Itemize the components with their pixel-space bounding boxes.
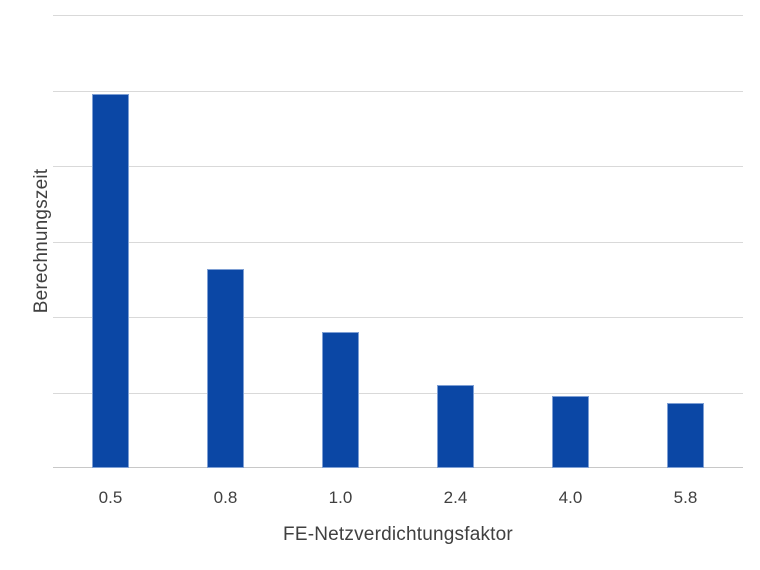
y-gridline xyxy=(53,393,743,394)
bar-1.0 xyxy=(322,332,359,468)
y-gridline xyxy=(53,15,743,16)
y-gridline xyxy=(53,242,743,243)
bar-5.8 xyxy=(667,403,704,468)
plot-area xyxy=(53,15,743,468)
y-gridline xyxy=(53,91,743,92)
x-tick-label-0.5: 0.5 xyxy=(98,488,123,507)
x-tick-label-0.8: 0.8 xyxy=(213,488,238,507)
x-tick-label-1.0: 1.0 xyxy=(328,488,353,507)
y-gridline xyxy=(53,317,743,318)
x-axis-title: FE-Netzverdichtungsfaktor xyxy=(283,524,513,545)
bar-2.4 xyxy=(437,385,474,468)
x-axis-tick-labels: 0.5 0.8 1.0 2.4 4.0 5.8 xyxy=(53,487,743,509)
bar-4.0 xyxy=(552,396,589,468)
bar-0.8 xyxy=(207,269,244,468)
x-tick-label-4.0: 4.0 xyxy=(558,488,583,507)
x-tick-label-2.4: 2.4 xyxy=(443,488,468,507)
y-axis-title: Berechnungszeit xyxy=(31,168,52,314)
x-axis-line xyxy=(53,467,743,468)
bar-0.5 xyxy=(92,94,129,468)
y-gridline xyxy=(53,166,743,167)
x-tick-label-5.8: 5.8 xyxy=(673,488,698,507)
